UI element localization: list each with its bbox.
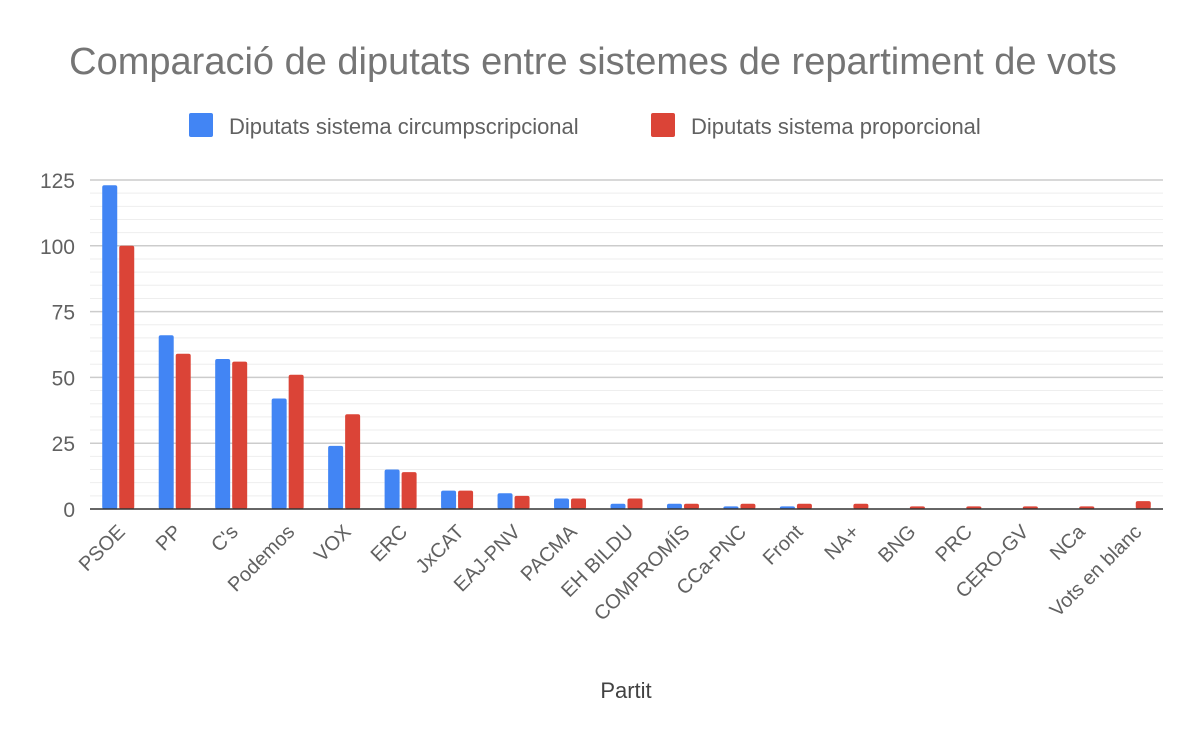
bars bbox=[102, 185, 1151, 510]
x-tick-label: PRC bbox=[931, 521, 976, 566]
x-tick-label: VOX bbox=[310, 521, 355, 566]
bar-circumpscripcional bbox=[554, 498, 570, 509]
y-tick-label: 125 bbox=[40, 170, 75, 193]
bar-proporcional bbox=[345, 414, 361, 509]
bar-proporcional bbox=[119, 245, 135, 510]
bar-proporcional bbox=[514, 495, 530, 509]
bar-proporcional bbox=[627, 498, 643, 509]
x-tick-label: C's bbox=[207, 521, 243, 557]
bar-proporcional bbox=[458, 490, 474, 509]
bar-circumpscripcional bbox=[610, 503, 626, 509]
bar-circumpscripcional bbox=[102, 185, 118, 509]
bar-proporcional bbox=[232, 361, 248, 509]
legend-swatch-proporcional bbox=[651, 113, 675, 137]
bar-proporcional bbox=[796, 503, 812, 509]
x-tick-label: COMPROMÍS bbox=[589, 520, 694, 625]
bar-proporcional bbox=[1135, 501, 1151, 509]
x-tick-label: PP bbox=[152, 521, 186, 555]
bar-circumpscripcional bbox=[158, 335, 174, 509]
y-tick-label: 0 bbox=[63, 499, 75, 522]
bar-proporcional bbox=[853, 503, 869, 509]
legend-label-proporcional: Diputats sistema proporcional bbox=[691, 114, 981, 139]
bar-proporcional bbox=[740, 503, 756, 509]
bar-circumpscripcional bbox=[497, 493, 513, 509]
bar-proporcional bbox=[683, 503, 699, 509]
y-tick-label: 75 bbox=[52, 302, 75, 325]
x-tick-label: ERC bbox=[367, 521, 412, 566]
gridlines bbox=[90, 179, 1163, 497]
x-tick-label: PSOE bbox=[75, 521, 130, 576]
legend-swatch-circumpscripcional bbox=[189, 113, 213, 137]
x-tick-label: NA+ bbox=[820, 521, 863, 564]
x-tick-label: BNG bbox=[874, 521, 920, 567]
legend: Diputats sistema circumpscripcional Dipu… bbox=[189, 113, 981, 139]
x-tick-label: NCa bbox=[1046, 520, 1090, 564]
bar-circumpscripcional bbox=[384, 469, 400, 509]
bar-circumpscripcional bbox=[215, 358, 231, 509]
y-tick-label: 100 bbox=[40, 236, 75, 259]
bar-proporcional bbox=[175, 353, 191, 509]
chart-title: Comparació de diputats entre sistemes de… bbox=[69, 41, 1117, 83]
x-tick-label: Front bbox=[759, 521, 808, 570]
bar-proporcional bbox=[571, 498, 587, 509]
bar-proporcional bbox=[401, 472, 417, 509]
x-axis-title: Partit bbox=[600, 678, 651, 703]
y-axis-ticks: 0 25 50 75 100 125 bbox=[40, 170, 75, 522]
legend-label-circumpscripcional: Diputats sistema circumpscripcional bbox=[229, 114, 579, 139]
bar-circumpscripcional bbox=[328, 445, 344, 509]
bar-circumpscripcional bbox=[666, 503, 682, 509]
y-tick-label: 25 bbox=[52, 433, 75, 456]
bar-proporcional bbox=[288, 374, 304, 509]
y-tick-label: 50 bbox=[52, 367, 75, 390]
bar-circumpscripcional bbox=[441, 490, 457, 509]
bar-circumpscripcional bbox=[271, 398, 287, 509]
